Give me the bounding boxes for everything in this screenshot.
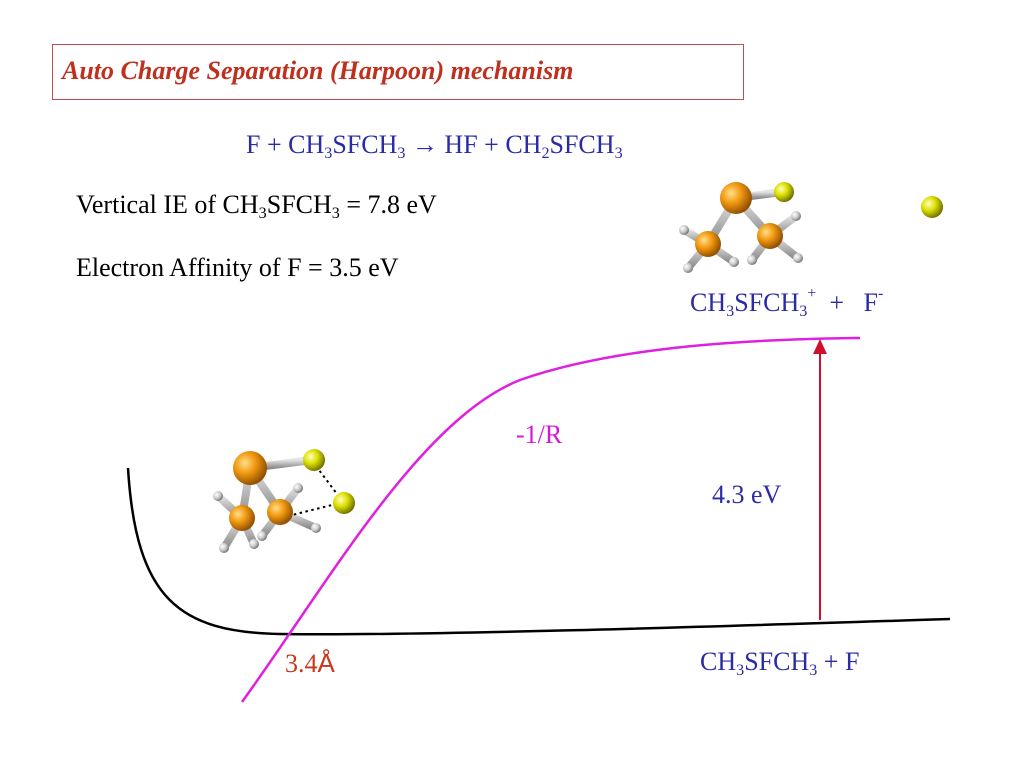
- crossing-distance-label: 3.4Å: [285, 648, 335, 678]
- reactants-label: CH3SFCH3 + F: [700, 647, 860, 679]
- ion-pair-label: CH3SFCH3+ + F-: [690, 285, 884, 320]
- reaction-equation: F + CH3SFCH3 → HF + CH2SFCH3: [246, 130, 623, 162]
- slide-title: Auto Charge Separation (Harpoon) mechani…: [62, 56, 574, 85]
- ground-state-curve: [126, 467, 951, 636]
- coulomb-curve-label: -1/R: [516, 420, 563, 449]
- title-box: [52, 44, 744, 100]
- arrow-head: [813, 339, 827, 354]
- ionization-energy-text: Vertical IE of CH3SFCH3 = 7.8 eV: [76, 190, 437, 222]
- fluoride-atom: [921, 196, 943, 218]
- molecule-ion-pair: [679, 182, 803, 273]
- coulomb-curve: [240, 336, 861, 703]
- energy-gap-label: 4.3 eV: [712, 480, 782, 509]
- molecule-complex: [213, 449, 355, 553]
- electron-affinity-text: Electron Affinity of F = 3.5 eV: [76, 253, 399, 282]
